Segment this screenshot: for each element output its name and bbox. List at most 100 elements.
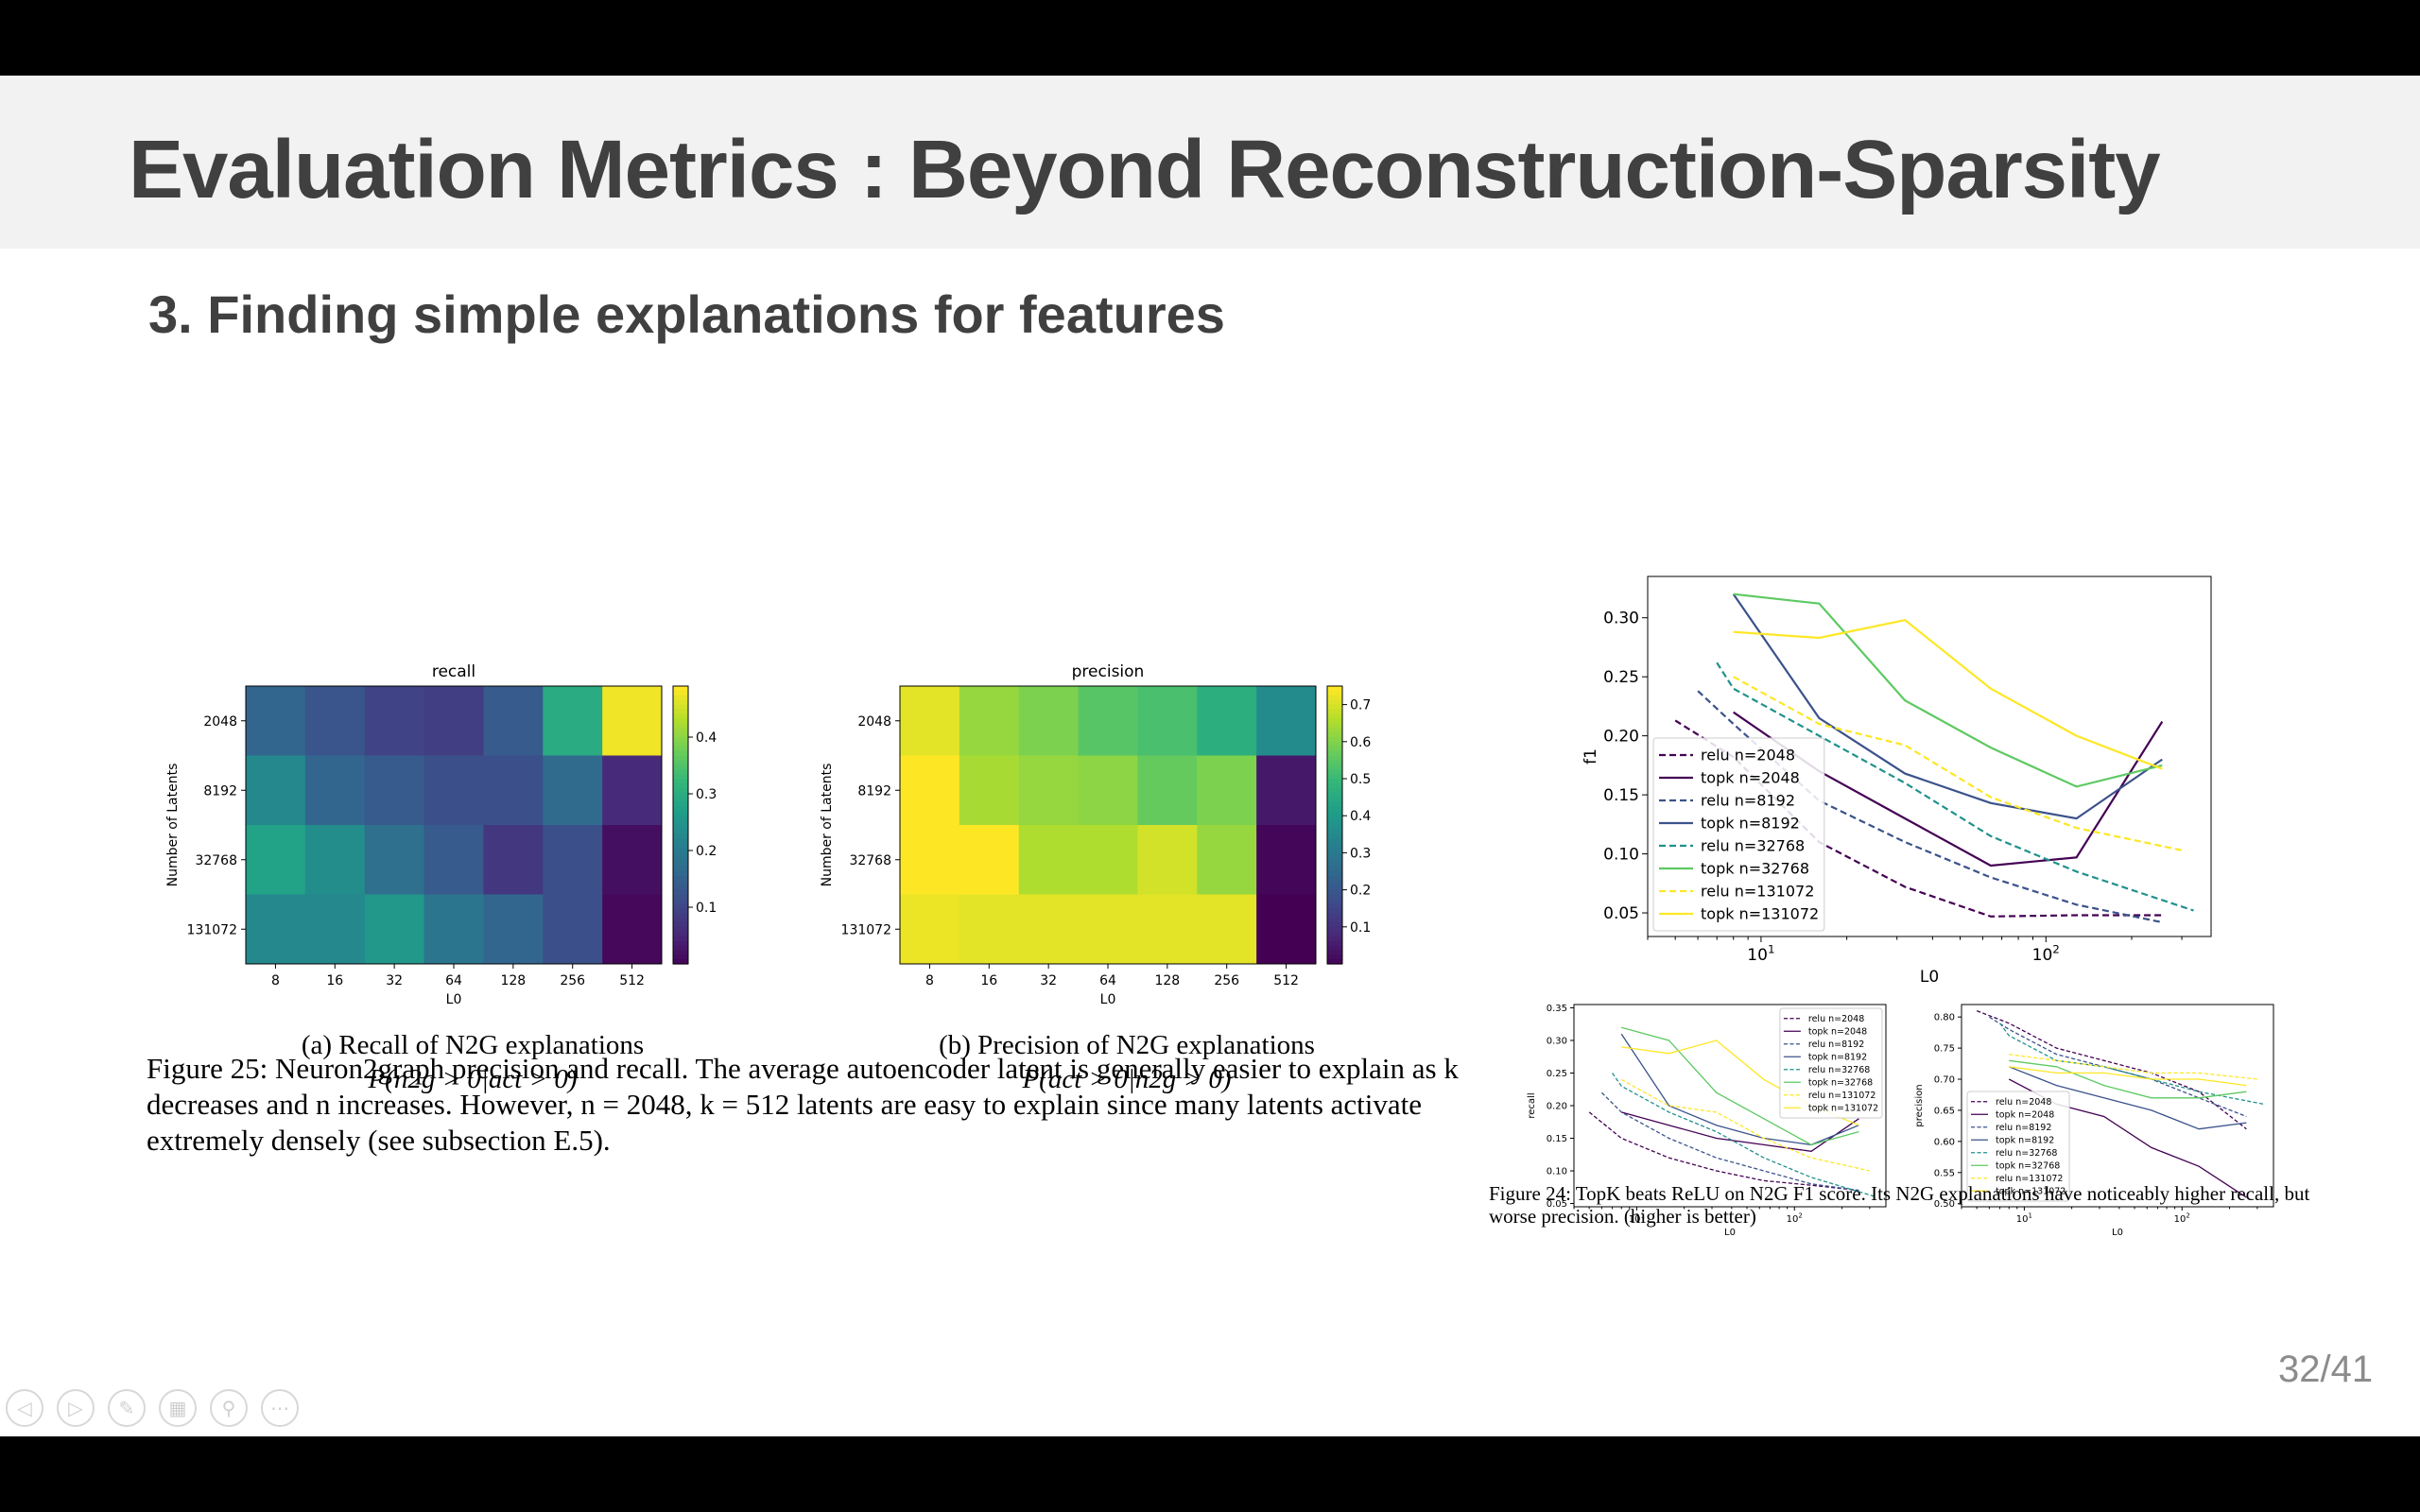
- y-tick-label: 2048: [857, 714, 891, 730]
- heatmap-cell: [304, 755, 366, 826]
- colorbar-segment: [1327, 931, 1342, 937]
- colorbar-tick-label: 0.4: [1350, 809, 1371, 824]
- colorbar-segment: [1327, 746, 1342, 752]
- colorbar-tick-label: 0.1: [1350, 920, 1371, 936]
- legend-label: topk n=131072: [1996, 1187, 2066, 1197]
- grid-icon[interactable]: ▦: [159, 1389, 197, 1427]
- x-tick-label: 32: [386, 973, 403, 988]
- x-tick-label: 256: [560, 973, 585, 988]
- y-tick-label: 0.50: [1934, 1199, 1955, 1210]
- colorbar-frame: [1326, 685, 1343, 965]
- y-tick-label: 0.70: [1934, 1075, 1955, 1086]
- heatmap-cell: [1018, 825, 1080, 895]
- heatmap-cell: [1078, 825, 1138, 895]
- series-line: [1716, 662, 2194, 912]
- heatmap-cell: [1018, 894, 1080, 965]
- colorbar-segment: [673, 801, 688, 807]
- colorbar-segment: [1327, 728, 1342, 733]
- heatmap-cell: [304, 825, 366, 895]
- legend-box: [1779, 1007, 1883, 1119]
- legend-label: topk n=32768: [1808, 1078, 1873, 1089]
- colorbar-segment: [673, 811, 688, 816]
- y-tick-label: 0.25: [1547, 1069, 1567, 1079]
- legend-label: relu n=32768: [1808, 1065, 1870, 1075]
- series-line: [1733, 593, 2163, 788]
- legend-label: relu n=8192: [1996, 1123, 2051, 1133]
- colorbar-tick-label: 0.2: [1350, 884, 1371, 899]
- heatmap-cell: [1018, 686, 1080, 756]
- more-icon[interactable]: ⋯: [261, 1389, 299, 1427]
- series-line: [1588, 1111, 1859, 1192]
- heatmap-cell: [959, 755, 1020, 826]
- prev-icon[interactable]: ◁: [6, 1389, 43, 1427]
- y-tick-label: 0.30: [1547, 1036, 1567, 1046]
- y-tick-label: 32768: [849, 853, 891, 868]
- heatmap-cell: [1078, 894, 1138, 965]
- y-tick-label: 0.10: [1547, 1167, 1567, 1177]
- series-line: [1621, 1111, 1859, 1152]
- heatmap-cell: [304, 894, 366, 965]
- heatmap-cell: [483, 686, 544, 756]
- zoom-icon[interactable]: ⚲: [210, 1389, 248, 1427]
- y-tick-label: 8192: [857, 783, 891, 799]
- colorbar-segment: [673, 889, 688, 896]
- series-line: [1697, 690, 2163, 924]
- series-line: [1600, 1091, 1859, 1192]
- heatmap-cell: [364, 755, 425, 826]
- y-axis-label: Number of Latents: [165, 764, 181, 887]
- legend-label: topk n=32768: [1701, 860, 1809, 878]
- series-line: [1733, 676, 2183, 851]
- colorbar-segment: [1327, 871, 1342, 877]
- colorbar-segment: [673, 829, 688, 835]
- x-tick-label: 16: [980, 973, 997, 988]
- heatmap-cell: [900, 686, 960, 756]
- colorbar-segment: [1327, 894, 1342, 900]
- colorbar-segment: [1327, 709, 1342, 714]
- pen-icon[interactable]: ✎: [108, 1389, 146, 1427]
- series-line: [1620, 1078, 1871, 1172]
- y-tick-label: 2048: [203, 714, 237, 730]
- colorbar-tick-label: 0.2: [696, 844, 717, 859]
- colorbar-segment: [1327, 940, 1342, 946]
- y-tick-label: 0.75: [1934, 1044, 1955, 1055]
- colorbar-segment: [1327, 765, 1342, 770]
- colorbar-segment: [1327, 769, 1342, 775]
- colorbar-tick-label: 0.4: [696, 730, 717, 746]
- colorbar-segment: [673, 936, 688, 942]
- y-tick-label: 0.30: [1603, 610, 1639, 628]
- y-axis-label: f1: [1582, 748, 1600, 765]
- next-icon[interactable]: ▷: [57, 1389, 95, 1427]
- y-tick-label: 0.20: [1603, 728, 1639, 747]
- colorbar-segment: [1327, 843, 1342, 850]
- colorbar-segment: [673, 816, 688, 821]
- x-tick-label: 102: [2032, 942, 2060, 965]
- colorbar-segment: [673, 820, 688, 826]
- colorbar-segment: [1327, 875, 1342, 882]
- legend-label: relu n=8192: [1808, 1040, 1864, 1050]
- precision-heatmap: precision 8 16 32 64 128 256 512 2048 8192 32768 13…: [820, 662, 1371, 1007]
- legend-box: [1652, 737, 1825, 932]
- colorbar-segment: [1327, 857, 1342, 863]
- x-tick-label: 8: [271, 973, 280, 988]
- colorbar-segment: [673, 718, 688, 724]
- colorbar-segment: [673, 894, 688, 900]
- y-tick-label: 32768: [195, 853, 237, 868]
- colorbar-segment: [673, 903, 688, 909]
- legend-label: topk n=8192: [1808, 1053, 1867, 1063]
- legend-label: relu n=131072: [1996, 1174, 2063, 1184]
- colorbar-segment: [1327, 918, 1342, 923]
- colorbar-segment: [1327, 718, 1342, 724]
- heatmap-cell: [900, 894, 960, 965]
- heatmap-cell: [424, 894, 484, 965]
- y-tick-label: 0.20: [1547, 1102, 1567, 1112]
- colorbar-segment: [673, 950, 688, 955]
- heatmap-cell: [1197, 825, 1257, 895]
- heatmap-cell: [1256, 825, 1317, 895]
- colorbar-segment: [1327, 908, 1342, 914]
- series-line: [1612, 1073, 1876, 1198]
- legend-label: relu n=32768: [1701, 837, 1805, 855]
- colorbar-segment: [673, 750, 688, 757]
- colorbar-segment: [673, 959, 688, 965]
- colorbar-segment: [673, 765, 688, 770]
- legend-label: topk n=8192: [1701, 815, 1800, 833]
